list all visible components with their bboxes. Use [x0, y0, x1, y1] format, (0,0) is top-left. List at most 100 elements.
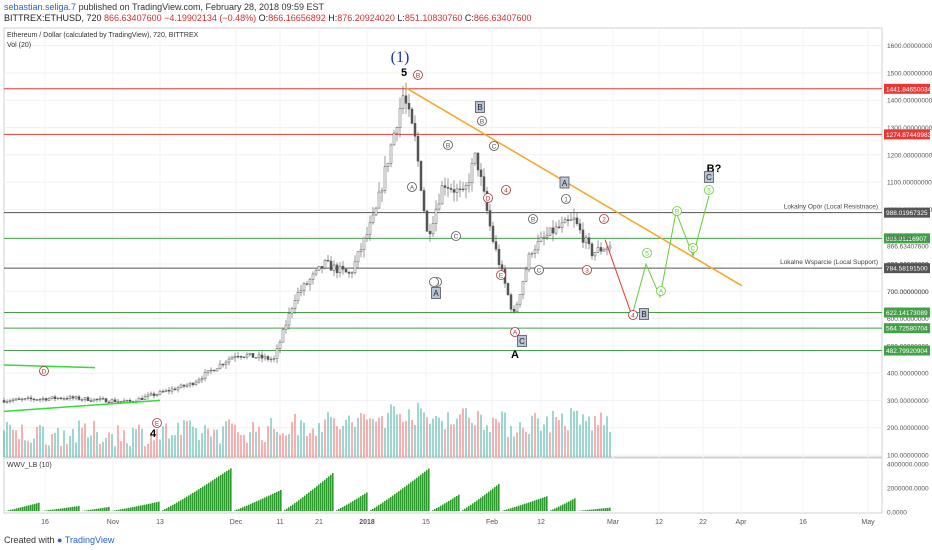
- wwv-bar: [200, 487, 202, 511]
- volume-bar: [75, 442, 77, 457]
- candle-body: [113, 399, 117, 403]
- candle-body: [80, 399, 84, 401]
- wwv-bar: [562, 504, 564, 511]
- candle-body: [254, 357, 258, 359]
- wwv-bar: [262, 498, 264, 511]
- volume-bar: [273, 428, 275, 457]
- level-note: Lokalny Opór (Local Resistnace): [784, 204, 878, 211]
- wwv-bar: [400, 489, 402, 511]
- volume-bar: [45, 444, 47, 457]
- volume-bar: [102, 441, 104, 457]
- wwv-bar: [106, 507, 108, 511]
- high-label: H:: [325, 13, 338, 23]
- wwv-bar: [520, 505, 522, 511]
- volume-bar: [180, 434, 182, 457]
- wwv-bar: [494, 487, 496, 511]
- wwv-bar: [8, 510, 10, 511]
- candle-body: [428, 231, 432, 235]
- candle-body: [416, 135, 420, 162]
- wwv-bar: [304, 495, 306, 511]
- volume-bar: [348, 415, 350, 457]
- candle-body: [11, 399, 15, 402]
- wwv-bar: [26, 505, 28, 511]
- candle-body: [38, 398, 42, 401]
- candle-body: [341, 265, 345, 270]
- publish-text: published on TradingView.com, February 2…: [76, 2, 325, 12]
- wwv-bar: [274, 492, 276, 511]
- wwv-bar: [142, 505, 144, 511]
- wwv-bar: [108, 506, 110, 511]
- author-link[interactable]: sebastian.seliga.7: [4, 2, 77, 12]
- price-tick-label: 100.00000000: [887, 453, 929, 460]
- wwv-bar: [278, 490, 280, 511]
- time-tick-label: 16: [41, 519, 49, 526]
- level-price-label: 988.01967325: [886, 210, 928, 217]
- wwv-bar: [392, 495, 394, 511]
- wwv-bar: [434, 509, 436, 511]
- candle-body: [434, 208, 438, 224]
- volume-bar: [495, 418, 497, 457]
- volume-bar: [552, 410, 554, 457]
- volume-bar: [18, 439, 20, 457]
- candle-body: [68, 396, 72, 400]
- wwv-bar: [298, 500, 300, 511]
- wwv-bar: [204, 485, 206, 511]
- time-tick-label: Apr: [736, 519, 748, 526]
- wwv-bar: [14, 508, 16, 511]
- volume-bar: [525, 431, 527, 457]
- volume-bar: [129, 446, 131, 457]
- volume-bar: [36, 426, 38, 457]
- price-pane-frame: [3, 27, 883, 458]
- candle-body: [491, 225, 495, 242]
- wwv-bar: [216, 477, 218, 511]
- volume-bar: [516, 432, 518, 457]
- wave-circle: [496, 270, 506, 280]
- wwv-group: [6, 468, 611, 511]
- wwv-bar: [418, 476, 420, 511]
- candle-body: [107, 401, 111, 404]
- wwv-bar: [64, 507, 66, 511]
- volume-bar: [228, 419, 230, 457]
- volume-bar: [30, 442, 32, 457]
- volume-bar: [261, 440, 263, 457]
- wwv-bar: [146, 504, 148, 511]
- level-price-label: 1274.87449983: [886, 132, 932, 139]
- wave-circle: [152, 418, 162, 428]
- candle-body: [524, 269, 528, 282]
- tradingview-link[interactable]: TradingView: [64, 535, 115, 545]
- wwv-bar: [364, 493, 366, 511]
- wwv-bar: [134, 506, 136, 511]
- wwv-bar: [474, 501, 476, 511]
- volume-bar: [561, 413, 563, 457]
- low-label: L:: [394, 13, 405, 23]
- candle-body: [74, 396, 78, 399]
- volume-bar: [384, 428, 386, 457]
- candle-body: [404, 95, 408, 104]
- wwv-bar: [152, 503, 154, 511]
- wwv-bar: [208, 482, 210, 511]
- wwv-bar: [552, 509, 554, 511]
- candle-body: [497, 248, 501, 265]
- wwv-bar: [524, 503, 526, 511]
- candle-body: [287, 312, 291, 326]
- wwv-bar: [248, 504, 250, 511]
- candle-body: [173, 388, 177, 391]
- candle-body: [47, 398, 51, 401]
- candle-body: [578, 223, 582, 231]
- candle-body: [263, 356, 267, 359]
- wwv-bar: [420, 474, 422, 511]
- level-price-label: 482.79920904: [886, 348, 928, 355]
- wwv-bar: [284, 509, 286, 511]
- volume-bar: [480, 414, 482, 457]
- price-chart[interactable]: 1600.000000001500.000000001400.000000001…: [0, 0, 932, 530]
- time-tick-label: 2018: [359, 519, 375, 526]
- candle-body: [50, 396, 54, 399]
- wwv-bar: [486, 493, 488, 511]
- volume-bar: [411, 419, 413, 457]
- wave-box-label: A: [433, 289, 439, 298]
- candle-body: [59, 397, 63, 400]
- wwv-bar: [214, 478, 216, 511]
- wwv-bar: [438, 506, 440, 511]
- volume-bar: [306, 435, 308, 457]
- wwv-bar: [372, 508, 374, 511]
